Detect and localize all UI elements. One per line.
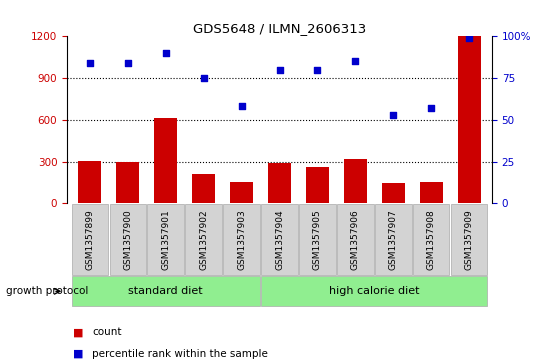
Text: GSM1357909: GSM1357909 <box>465 209 473 270</box>
Point <box>313 67 322 73</box>
Point <box>427 105 435 111</box>
Point <box>86 60 94 66</box>
FancyBboxPatch shape <box>261 276 487 306</box>
Point <box>389 112 398 118</box>
Bar <box>116 162 139 203</box>
FancyBboxPatch shape <box>261 204 298 275</box>
FancyBboxPatch shape <box>186 204 222 275</box>
Point <box>351 58 360 64</box>
Text: GSM1357903: GSM1357903 <box>237 209 246 270</box>
Text: standard diet: standard diet <box>129 286 203 296</box>
Text: ■: ■ <box>73 327 83 337</box>
Text: high calorie diet: high calorie diet <box>329 286 420 296</box>
Text: GSM1357904: GSM1357904 <box>275 209 284 270</box>
Text: GSM1357902: GSM1357902 <box>199 209 208 270</box>
Title: GDS5648 / ILMN_2606313: GDS5648 / ILMN_2606313 <box>193 22 366 35</box>
Point <box>465 35 473 41</box>
Bar <box>382 183 405 203</box>
FancyBboxPatch shape <box>451 204 487 275</box>
Text: GSM1357905: GSM1357905 <box>313 209 322 270</box>
FancyBboxPatch shape <box>224 204 260 275</box>
FancyBboxPatch shape <box>148 204 184 275</box>
Bar <box>192 174 215 203</box>
Bar <box>78 161 101 203</box>
Point <box>199 75 208 81</box>
Bar <box>344 159 367 203</box>
FancyBboxPatch shape <box>299 204 335 275</box>
Text: growth protocol: growth protocol <box>6 286 88 296</box>
Text: count: count <box>92 327 122 337</box>
Text: GSM1357907: GSM1357907 <box>389 209 398 270</box>
FancyBboxPatch shape <box>375 204 411 275</box>
Bar <box>420 182 443 203</box>
Text: GSM1357906: GSM1357906 <box>351 209 360 270</box>
Bar <box>230 182 253 203</box>
Bar <box>458 36 481 203</box>
FancyBboxPatch shape <box>72 276 260 306</box>
Text: percentile rank within the sample: percentile rank within the sample <box>92 349 268 359</box>
Bar <box>268 163 291 203</box>
FancyBboxPatch shape <box>413 204 449 275</box>
FancyBboxPatch shape <box>337 204 373 275</box>
Text: GSM1357899: GSM1357899 <box>86 209 94 270</box>
Bar <box>154 118 177 203</box>
FancyBboxPatch shape <box>72 204 108 275</box>
Point <box>161 50 170 56</box>
Text: GSM1357901: GSM1357901 <box>161 209 170 270</box>
Point <box>124 60 132 66</box>
Text: GSM1357900: GSM1357900 <box>124 209 132 270</box>
Text: ■: ■ <box>73 349 83 359</box>
Text: GSM1357908: GSM1357908 <box>427 209 435 270</box>
Bar <box>306 167 329 203</box>
Point <box>275 67 284 73</box>
FancyBboxPatch shape <box>110 204 146 275</box>
Point <box>237 103 246 109</box>
